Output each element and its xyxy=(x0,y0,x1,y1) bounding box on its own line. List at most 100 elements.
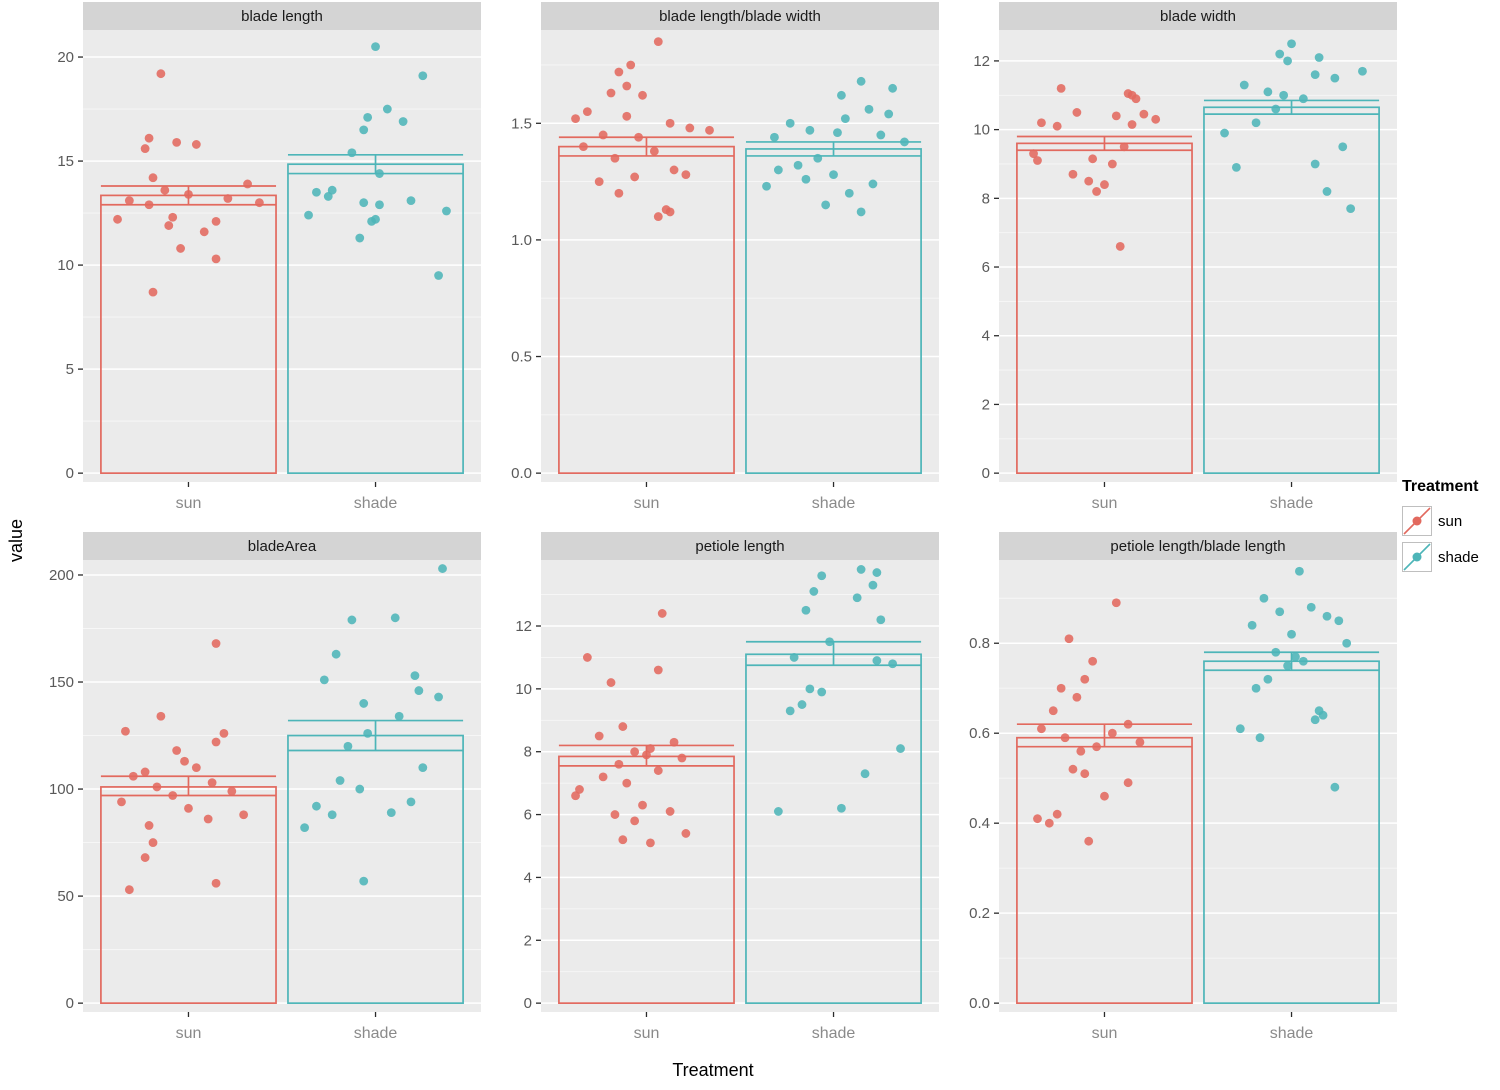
y-tick-label: 2 xyxy=(982,396,990,413)
data-point xyxy=(653,37,663,47)
data-point xyxy=(770,132,779,142)
data-point xyxy=(833,128,842,138)
data-point xyxy=(1231,163,1241,172)
data-point xyxy=(622,111,632,121)
facet-petiole-length: petiole length 0 2 4 6 8 10 12 sun shade xyxy=(484,530,942,1060)
data-point xyxy=(156,69,166,79)
data-point xyxy=(1092,742,1101,752)
x-tick-label: shade xyxy=(354,1025,398,1042)
data-point xyxy=(1107,728,1117,738)
data-point xyxy=(1068,169,1078,179)
data-point xyxy=(685,123,695,133)
data-point xyxy=(630,816,640,826)
data-point xyxy=(1029,149,1038,159)
data-point xyxy=(888,659,898,669)
data-point xyxy=(406,797,416,807)
y-tick-label: 4 xyxy=(982,328,990,345)
data-point xyxy=(124,196,134,205)
y-tick-label: 5 xyxy=(66,361,74,378)
data-point xyxy=(681,829,691,838)
data-point xyxy=(1275,607,1285,617)
data-point xyxy=(359,198,369,208)
data-point xyxy=(367,217,376,226)
errorbar-sun xyxy=(558,136,735,157)
data-point xyxy=(1052,809,1062,819)
points-shade xyxy=(300,564,447,886)
data-point xyxy=(1322,187,1332,196)
data-point xyxy=(398,117,408,126)
data-point xyxy=(829,170,838,180)
data-point xyxy=(347,148,357,158)
data-point xyxy=(1283,661,1292,671)
y-axis: 0 5 10 15 20 xyxy=(57,49,83,482)
data-point xyxy=(375,169,384,178)
panel-background xyxy=(83,560,481,1012)
y-tick-label: 150 xyxy=(49,674,74,691)
data-point xyxy=(844,188,854,198)
data-point xyxy=(176,244,185,253)
data-point xyxy=(1092,187,1101,196)
data-point xyxy=(211,639,221,648)
points-sun xyxy=(117,639,249,895)
data-point xyxy=(319,675,329,685)
y-tick-label: 8 xyxy=(982,190,990,207)
data-point xyxy=(1151,114,1161,124)
data-point xyxy=(1123,719,1133,729)
data-point xyxy=(199,227,209,237)
data-point xyxy=(168,791,178,800)
panel-background xyxy=(83,30,481,482)
data-point xyxy=(1111,111,1121,121)
data-point xyxy=(1088,656,1098,666)
y-tick-label: 0.8 xyxy=(969,635,990,652)
facet-title: petiole length/blade length xyxy=(1110,538,1285,555)
data-point xyxy=(386,808,396,818)
data-point xyxy=(1127,120,1137,129)
y-tick-label: 2 xyxy=(524,932,532,949)
data-point xyxy=(1310,159,1320,169)
points-shade xyxy=(762,76,909,217)
data-point xyxy=(582,653,592,662)
data-point xyxy=(1275,49,1285,59)
data-point xyxy=(896,744,905,753)
facet-petiole-length-blade-length: petiole length/blade length 0.0 0.2 0.4 0.6 0… xyxy=(942,530,1400,1060)
data-point xyxy=(1330,782,1340,792)
data-point xyxy=(606,88,616,98)
data-point xyxy=(900,137,909,147)
data-point xyxy=(677,753,687,763)
facet-strip xyxy=(999,2,1397,30)
data-point xyxy=(1044,818,1054,828)
data-point xyxy=(1080,674,1090,684)
data-point xyxy=(876,130,886,140)
data-point xyxy=(140,144,150,153)
data-point xyxy=(410,671,420,681)
data-point xyxy=(598,772,608,782)
data-point xyxy=(211,878,221,888)
data-point xyxy=(1298,656,1308,666)
data-point xyxy=(868,179,878,189)
data-point xyxy=(442,206,451,216)
data-point xyxy=(1338,142,1348,152)
data-point xyxy=(172,137,182,147)
data-point xyxy=(1080,769,1090,779)
data-point xyxy=(191,140,201,149)
facet-blade-length-blade-width: blade length/blade width 0.0 0.5 1.0 1.5 sun s… xyxy=(484,0,942,530)
data-point xyxy=(801,174,811,184)
data-point xyxy=(614,188,624,198)
data-point xyxy=(418,763,428,773)
y-tick-label: 0 xyxy=(66,995,74,1012)
data-point xyxy=(347,615,357,625)
data-point xyxy=(669,737,679,747)
data-point xyxy=(414,686,424,695)
data-point xyxy=(793,160,803,170)
points-shade xyxy=(773,565,905,816)
data-point xyxy=(1271,647,1281,657)
data-point xyxy=(363,112,373,122)
facet-blade-area: bladeArea 0 50 100 150 200 sun shade xyxy=(26,530,484,1060)
data-point xyxy=(156,711,166,721)
data-point xyxy=(1072,108,1082,117)
data-point xyxy=(872,656,882,665)
facet-grid: blade length 0 5 10 15 20 sun shade blade lengt… xyxy=(26,0,1400,1060)
facet-strip xyxy=(83,532,481,560)
data-point xyxy=(1287,39,1296,49)
data-point xyxy=(642,750,651,760)
